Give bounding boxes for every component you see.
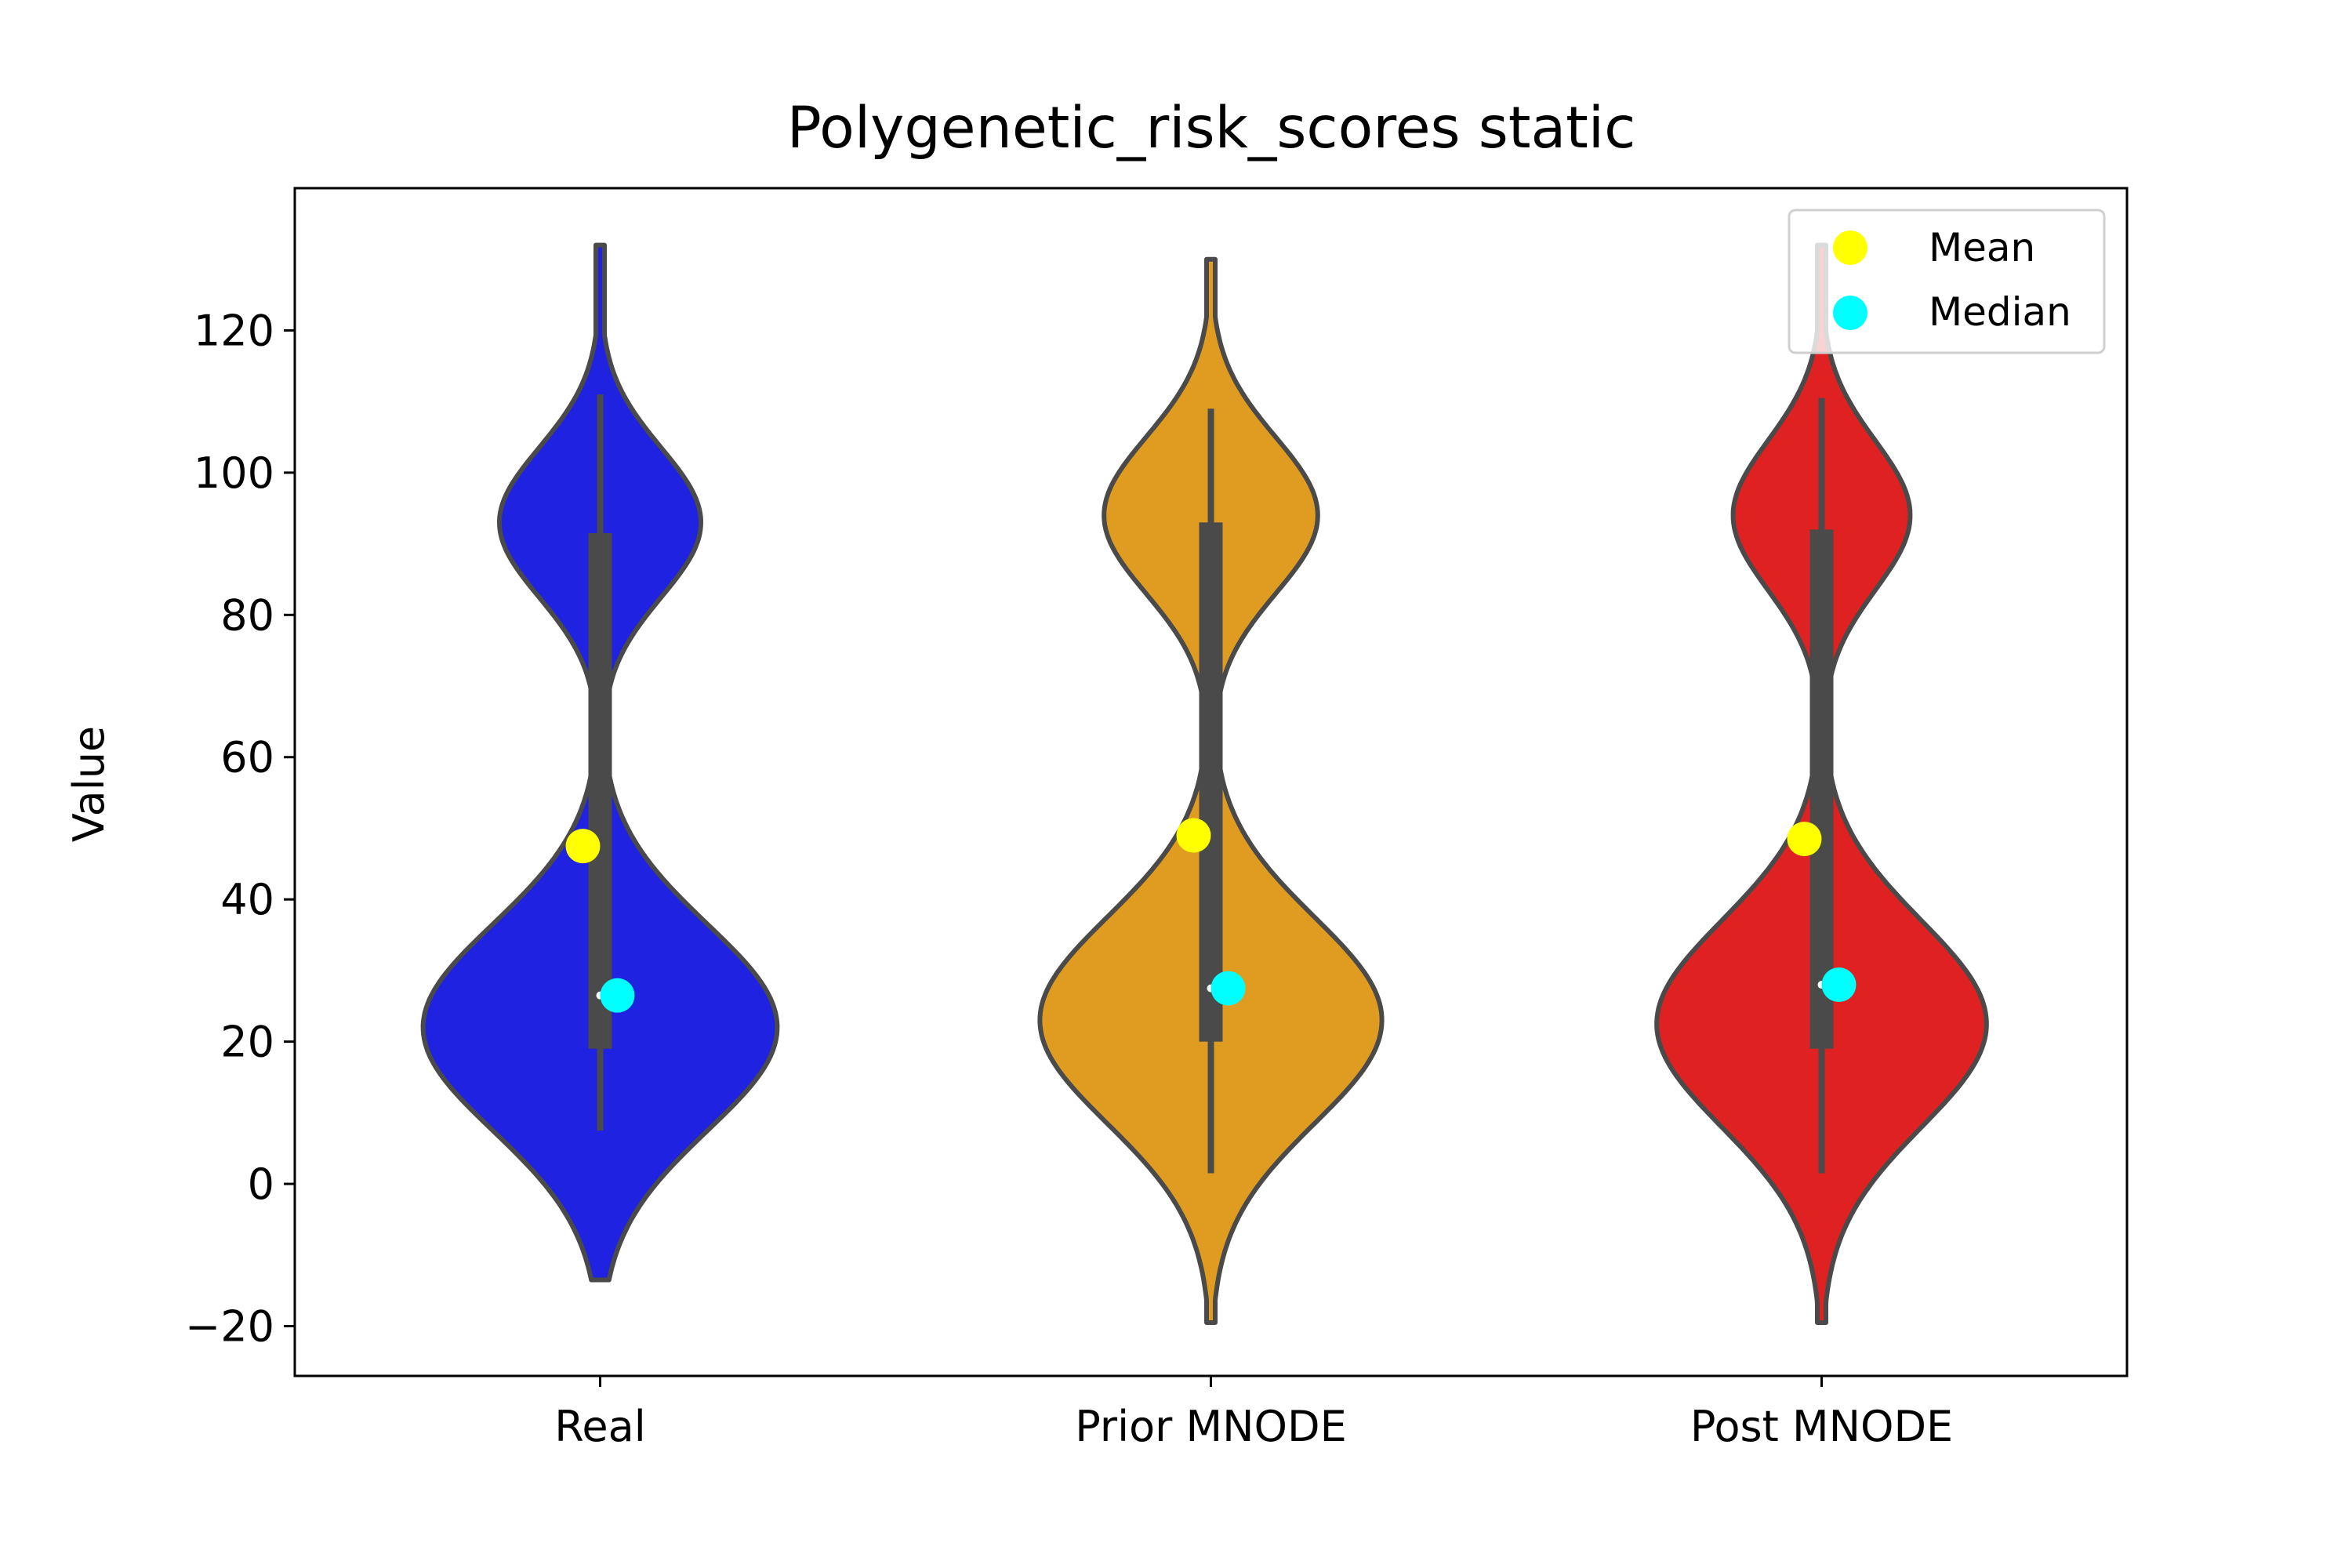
y-axis-ticks: −20 0 20 40 60 80 100 120 [185, 306, 295, 1351]
x-tick-label: Post MNODE [1690, 1402, 1953, 1451]
median-marker [1821, 967, 1857, 1003]
y-tick-label: 120 [194, 306, 274, 355]
legend-box [1788, 209, 2106, 354]
iqr-box [588, 532, 612, 1049]
y-tick-label: −20 [185, 1301, 274, 1351]
median-marker [600, 978, 635, 1013]
mean-marker [565, 829, 601, 864]
y-tick-label: 100 [194, 448, 274, 498]
y-axis-label: Value [64, 726, 114, 842]
x-tick-label: Prior MNODE [1075, 1402, 1346, 1451]
legend-median-label: Median [1929, 289, 2071, 335]
y-tick-label: 0 [248, 1160, 274, 1209]
legend-mean-label: Mean [1929, 225, 2035, 270]
stat-markers [565, 818, 1857, 1013]
x-axis-ticks: Real Prior MNODE Post MNODE [554, 1376, 1953, 1451]
legend-mean-marker [1833, 230, 1867, 265]
x-tick-label: Real [554, 1402, 645, 1451]
legend-median-marker [1833, 296, 1867, 330]
y-tick-label: 60 [220, 733, 274, 782]
chart-title: Polygenetic_risk_scores static [787, 95, 1635, 162]
violins [420, 242, 1989, 1325]
iqr-box [1809, 529, 1834, 1049]
y-tick-label: 40 [220, 875, 274, 924]
mean-marker [1787, 822, 1822, 857]
y-tick-label: 20 [220, 1018, 274, 1067]
legend: Mean Median [1788, 209, 2106, 354]
iqr-box [1199, 522, 1223, 1042]
median-marker [1210, 971, 1246, 1006]
mean-marker [1176, 818, 1211, 853]
y-tick-label: 80 [220, 590, 274, 640]
